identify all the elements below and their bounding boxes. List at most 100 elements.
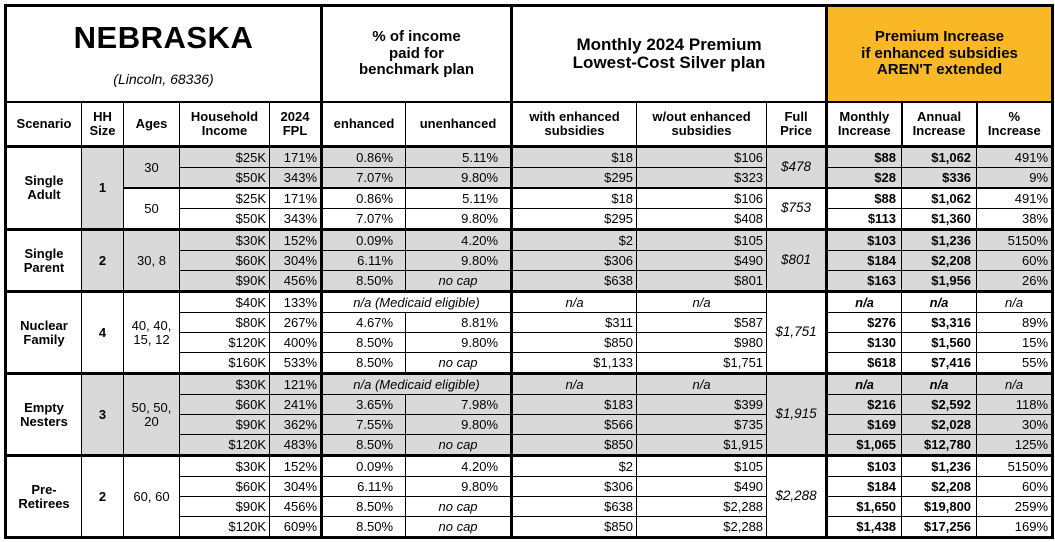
cell-with-subsidies: $18	[510, 187, 638, 210]
cell-monthly-increase: $88	[825, 145, 903, 169]
cell-enhanced-pct: 4.67%	[320, 312, 407, 334]
cell-without-subsidies: $399	[636, 394, 768, 416]
cell-monthly-increase: n/a	[825, 372, 903, 396]
table-row: $60K 241% 3.65% 7.98% $183 $399 $216 $2,592 118%	[6, 394, 1054, 416]
cell-annual-increase: $2,208	[901, 250, 978, 272]
cell-annual-increase: $1,236	[901, 454, 978, 478]
cell-unenhanced-pct: no cap	[405, 270, 513, 293]
cell-household-income: $60K	[179, 394, 270, 416]
cell-household-income: $50K	[179, 167, 270, 189]
cell-annual-increase: $1,062	[901, 187, 978, 210]
col-header-unenhanced: unenhanced	[405, 101, 513, 149]
cell-without-subsidies: $587	[636, 312, 768, 334]
cell-without-subsidies: n/a	[636, 372, 768, 396]
cell-unenhanced-pct: 9.80%	[405, 208, 513, 231]
col-header-annual-increase: Annual Increase	[900, 101, 978, 149]
col-header-pct-increase: % Increase	[975, 101, 1054, 149]
scenario-label: Single Adult	[5, 145, 82, 231]
cell-unenhanced-pct: 5.11%	[405, 187, 513, 210]
cell-fpl: 304%	[268, 476, 323, 498]
cell-enhanced-pct: 8.50%	[320, 352, 407, 375]
cell-pct-increase: 38%	[976, 208, 1054, 231]
cell-pct-increase: 5150%	[976, 228, 1054, 252]
cell-enhanced-pct: 0.86%	[320, 187, 407, 210]
cell-household-income: $80K	[179, 312, 270, 334]
cell-with-subsidies: $306	[510, 250, 638, 272]
group-header-income-share: % of income paid for benchmark plan	[320, 5, 513, 104]
table-row: $160K 533% 8.50% no cap $1,133 $1,751 $618 $7,4…	[6, 352, 1054, 375]
cell-monthly-increase: $163	[825, 270, 903, 293]
cell-fpl: 483%	[268, 434, 323, 457]
table-row: 50 $25K 171% 0.86% 5.11% $18 $106 $753 $88 $1,062…	[6, 187, 1054, 231]
table-row: $50K 343% 7.07% 9.80% $295 $408 $113 $1,360 38%	[6, 208, 1054, 231]
cell-without-subsidies: $323	[636, 167, 768, 189]
cell-annual-increase: $1,560	[901, 332, 978, 354]
cell-without-subsidies: $1,915	[636, 434, 768, 457]
cell-enhanced-pct: 8.50%	[320, 434, 407, 457]
cell-monthly-increase: $88	[825, 187, 903, 210]
cell-with-subsidies: $2	[510, 228, 638, 252]
state-title: NEBRASKA	[73, 20, 254, 56]
cell-enhanced-pct: 7.07%	[320, 208, 407, 231]
col-header-without-subsidies: w/out enhanced subsidies	[636, 101, 768, 149]
cell-with-subsidies: $311	[510, 312, 638, 334]
cell-pct-increase: 118%	[976, 394, 1054, 416]
cell-monthly-increase: $103	[825, 228, 903, 252]
cell-hh-size: 2	[81, 228, 124, 293]
cell-monthly-increase: $103	[825, 454, 903, 478]
cell-pct-increase: 259%	[976, 496, 1054, 518]
cell-annual-increase: $12,780	[901, 434, 978, 457]
cell-unenhanced-pct: 9.80%	[405, 476, 513, 498]
cell-household-income: $30K	[179, 228, 270, 252]
table-row: $50K 343% 7.07% 9.80% $295 $323 $28 $336 9%	[6, 167, 1054, 189]
cell-unenhanced-pct: no cap	[405, 516, 513, 539]
table-title: NEBRASKA (Lincoln, 68336)	[4, 5, 323, 104]
cell-without-subsidies: $980	[636, 332, 768, 354]
cell-without-subsidies: $2,288	[636, 496, 768, 518]
cell-hh-size: 2	[81, 454, 124, 539]
cell-without-subsidies: $490	[636, 476, 768, 498]
cell-pct-increase: 30%	[976, 414, 1054, 436]
cell-monthly-increase: $169	[825, 414, 903, 436]
cell-monthly-increase: $184	[825, 476, 903, 498]
cell-fpl: 171%	[268, 187, 323, 210]
cell-household-income: $90K	[179, 270, 270, 293]
cell-fpl: 267%	[268, 312, 323, 334]
table-row: $120K 483% 8.50% no cap $850 $1,915 $1,065 $12,…	[6, 434, 1054, 457]
cell-household-income: $50K	[179, 208, 270, 231]
scenario-label: Pre- Retirees	[5, 454, 82, 539]
col-header-with-subsidies: with enhanced subsidies	[510, 101, 638, 149]
cell-without-subsidies: $2,288	[636, 516, 768, 539]
cell-enhanced-pct: 7.07%	[320, 167, 407, 189]
group-header-premium: Monthly 2024 Premium Lowest-Cost Silver …	[510, 5, 828, 104]
table-row: $60K 304% 6.11% 9.80% $306 $490 $184 $2,208 60%	[6, 476, 1054, 498]
cell-unenhanced-pct: 4.20%	[405, 228, 513, 252]
cell-monthly-increase: $1,065	[825, 434, 903, 457]
cell-household-income: $120K	[179, 332, 270, 354]
cell-unenhanced-pct: 9.80%	[405, 414, 513, 436]
cell-with-subsidies: $2	[510, 454, 638, 478]
col-header-monthly-increase: Monthly Increase	[825, 101, 903, 149]
cell-annual-increase: $3,316	[901, 312, 978, 334]
table-row: $60K 304% 6.11% 9.80% $306 $490 $184 $2,208 60%	[6, 250, 1054, 272]
cell-enhanced-pct: 8.50%	[320, 332, 407, 354]
cell-with-subsidies: $306	[510, 476, 638, 498]
cell-enhanced-pct: 0.86%	[320, 145, 407, 169]
cell-fpl: 609%	[268, 516, 323, 539]
table-row: $90K 362% 7.55% 9.80% $566 $735 $169 $2,028 30%	[6, 414, 1054, 436]
cell-ages: 50	[123, 187, 180, 231]
cell-medicaid-note: n/a (Medicaid eligible)	[320, 290, 513, 314]
cell-full-price: $801	[766, 228, 828, 293]
cell-annual-increase: $7,416	[901, 352, 978, 375]
cell-without-subsidies: $106	[636, 145, 768, 169]
cell-monthly-increase: $216	[825, 394, 903, 416]
cell-ages: 30	[123, 145, 180, 189]
scenario-label: Single Parent	[5, 228, 82, 293]
col-header-fpl: 2024 FPL	[268, 101, 323, 149]
cell-annual-increase: $1,360	[901, 208, 978, 231]
cell-fpl: 362%	[268, 414, 323, 436]
cell-without-subsidies: $105	[636, 454, 768, 478]
cell-pct-increase: 491%	[976, 145, 1054, 169]
cell-with-subsidies: $1,133	[510, 352, 638, 375]
cell-with-subsidies: n/a	[510, 372, 638, 396]
